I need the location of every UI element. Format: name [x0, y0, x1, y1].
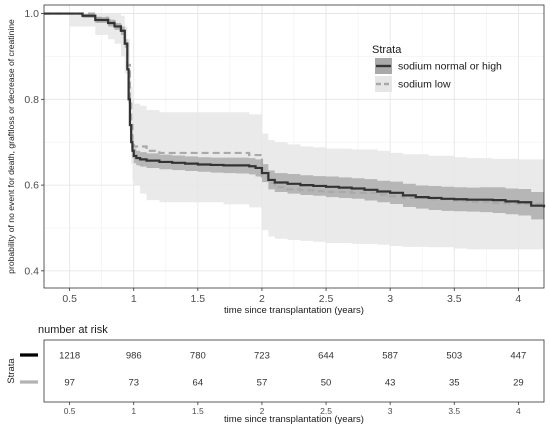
- risk-x-tick-label: 1: [131, 406, 136, 416]
- x-tick-label: 1: [131, 293, 137, 305]
- legend: Strata sodium normal or high sodium low: [372, 44, 502, 92]
- risk-strata-axis-title: Strata: [6, 358, 17, 384]
- risk-cell: 97: [64, 378, 75, 389]
- risk-cell: 644: [318, 351, 334, 362]
- y-axis-ticks: 0.4 0.6 0.8 1.0: [24, 8, 44, 277]
- risk-table-title: number at risk: [38, 324, 108, 336]
- risk-cell: 723: [254, 351, 270, 362]
- x-axis-title: time since transplantation (years): [224, 305, 364, 316]
- risk-cell: 64: [193, 378, 204, 389]
- x-tick-label: 1.5: [191, 293, 206, 305]
- risk-x-axis-ticks: 0.5 1 1.5 2 2.5 3 3.5 4: [64, 402, 521, 416]
- legend-key-background: [375, 76, 392, 92]
- plot-border: [43, 4, 545, 289]
- legend-title: Strata: [372, 44, 402, 56]
- survival-plot: 0.4 0.6 0.8 1.0 0.5 1 1.5 2 2.5 3 3.5 4 time since…: [6, 4, 546, 316]
- risk-x-tick-label: 3: [388, 406, 393, 416]
- risk-cell: 986: [126, 351, 142, 362]
- risk-table-border: [43, 339, 545, 403]
- y-axis-title: probability of no event for death, graft…: [6, 19, 16, 274]
- x-axis-ticks: 0.5 1 1.5 2 2.5 3 3.5 4: [62, 288, 521, 305]
- risk-x-tick-label: 2: [260, 406, 265, 416]
- curve-sodium-normal-or-high: [44, 12, 546, 208]
- risk-cell: 29: [513, 378, 524, 389]
- x-tick-label: 3.5: [447, 293, 462, 305]
- risk-cell: 43: [385, 378, 396, 389]
- risk-row-keys: [20, 353, 38, 384]
- survival-curves: [44, 12, 546, 208]
- y-tick-label: 0.4: [24, 265, 39, 277]
- risk-cell: 1218: [59, 351, 80, 362]
- y-tick-label: 1.0: [24, 8, 39, 20]
- x-tick-label: 3: [387, 293, 393, 305]
- risk-cell: 780: [190, 351, 206, 362]
- risk-x-tick-label: 0.5: [64, 406, 76, 416]
- legend-entries: sodium normal or high sodium low: [375, 58, 502, 92]
- y-tick-label: 0.8: [24, 94, 39, 106]
- risk-x-tick-label: 2.5: [320, 406, 332, 416]
- risk-table: number at risk Strata 1218 986 780 723 644 58…: [6, 324, 545, 425]
- risk-cell: 447: [510, 351, 526, 362]
- risk-x-axis-title: time since transplantation (years): [224, 414, 364, 425]
- x-tick-label: 4: [515, 293, 521, 305]
- risk-cell: 57: [257, 378, 268, 389]
- x-tick-label: 2: [259, 293, 265, 305]
- legend-entry-label: sodium normal or high: [398, 61, 502, 73]
- risk-cells: 1218 986 780 723 644 587 503 447 97 73 64 57 50 43 35 2…: [59, 351, 526, 389]
- legend-entry-label: sodium low: [398, 79, 451, 91]
- risk-x-tick-label: 3.5: [448, 406, 460, 416]
- risk-cell: 503: [446, 351, 462, 362]
- x-tick-label: 0.5: [62, 293, 77, 305]
- y-tick-label: 0.6: [24, 180, 39, 192]
- risk-x-tick-label: 4: [516, 406, 521, 416]
- risk-x-tick-label: 1.5: [192, 406, 204, 416]
- risk-cell: 587: [382, 351, 398, 362]
- risk-cell: 73: [128, 378, 139, 389]
- x-tick-label: 2.5: [319, 293, 334, 305]
- risk-cell: 35: [449, 378, 460, 389]
- risk-cell: 50: [321, 378, 332, 389]
